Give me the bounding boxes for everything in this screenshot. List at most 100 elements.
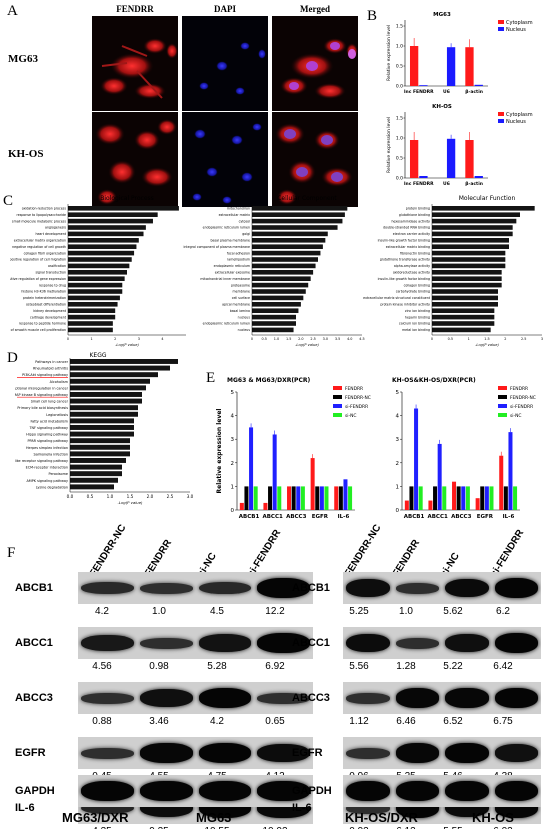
panel-c-term-label: response to drug <box>39 283 66 287</box>
panel-b-legend-swatch <box>498 20 504 24</box>
panel-c-xtick: 0.5 <box>448 337 453 341</box>
panel-c-bar <box>68 327 113 333</box>
panel-c-term-label: positive regulation of cell migration <box>10 258 66 262</box>
panel-d-term-label: AMPK signaling pathway <box>26 479 68 483</box>
column-label-fendrr: FENDRR <box>116 4 154 14</box>
blot-band <box>494 633 538 653</box>
panel-c-term-label: cytosol <box>239 219 250 223</box>
panel-c-title: Biological Process <box>100 195 154 202</box>
blot-band <box>139 637 193 649</box>
panel-d-xtick: 1.5 <box>127 494 134 499</box>
blot-band <box>395 582 439 594</box>
panel-b-ytick: 1.5 <box>396 24 403 30</box>
panel-e-bar <box>489 486 494 510</box>
panel-d-bar <box>70 411 138 417</box>
blot-band <box>346 692 390 704</box>
panel-e-bar <box>409 486 414 510</box>
panel-e-bar <box>244 486 249 510</box>
panel-c-term-label: protein binding <box>406 207 430 211</box>
panel-b-legend-label: Nucleus <box>506 27 526 33</box>
panel-letter-d: D <box>7 350 18 366</box>
panel-e-ytick: 3 <box>231 437 235 443</box>
panel-c-bar <box>432 308 495 314</box>
panel-c-term-label: positive regulation of gene expression <box>10 277 66 281</box>
panel-e-bar <box>287 486 292 510</box>
panel-e-ytick: 4 <box>396 414 400 420</box>
panel-c-xtick: 3 <box>138 337 140 341</box>
panel-c-bar <box>252 282 309 288</box>
panel-c-term-label: alpha-amylase activity <box>394 264 430 268</box>
panel-e-bar <box>291 486 296 510</box>
micrograph-mg63-fendrr <box>92 16 178 111</box>
panel-c-term-label: extracellular matrix organization <box>14 239 66 243</box>
panel-c-bar <box>432 314 495 320</box>
micrograph-khos-merged <box>272 112 358 207</box>
panel-c-xtick: 3.0 <box>323 337 328 341</box>
panel-c-bar <box>432 276 502 282</box>
panel-e-bar <box>300 486 305 510</box>
panel-c-term-label: apical membrane <box>222 303 250 307</box>
panel-d-xtick: 3.0 <box>187 494 194 499</box>
blot-band <box>494 688 538 708</box>
blot-band <box>346 633 390 653</box>
panel-c-xtick: 4 <box>161 337 163 341</box>
blot-footer-left: MG63 <box>196 810 232 825</box>
panel-c-xtick: 2.5 <box>310 337 315 341</box>
blot-value-right: 6.02 <box>483 826 523 829</box>
blot-value-right: 1.0 <box>399 606 413 617</box>
panel-e-xtick: EGFR <box>312 514 329 520</box>
panel-c-xtick: 1.0 <box>274 337 279 341</box>
panel-c-term-label: collagen binding <box>404 283 430 287</box>
panel-e-bar <box>480 486 485 510</box>
panel-c-bar <box>432 257 506 262</box>
panel-b-ytick: 0.0 <box>396 84 403 90</box>
panel-d-term-label: PI3K-Akt signaling pathway <box>22 373 68 377</box>
blot-value-right: 6.2 <box>496 606 510 617</box>
blot-row-label-left: GAPDH <box>15 785 55 797</box>
panel-c-term-label: glutathione transferase activity <box>380 258 430 262</box>
panel-e-legend-label: si-NC <box>345 413 356 419</box>
panel-b-ytick: 1.0 <box>396 136 403 142</box>
panel-c-bar <box>252 289 306 294</box>
panel-e-bar <box>348 486 353 510</box>
panel-c-go-charts: Biological Process oxidation-reduction pr… <box>10 195 543 347</box>
panel-c-bar <box>68 257 132 262</box>
panel-d-term-label: Rheumatoid arthritis <box>33 367 68 371</box>
blot-value-right: 1.28 <box>396 661 416 672</box>
panel-c-bar <box>252 321 296 326</box>
panel-c-term-label: mitochondrion <box>227 207 250 211</box>
panel-d-xtick: 2.5 <box>167 494 174 499</box>
panel-c-bar <box>252 308 299 314</box>
panel-c-xtick: 4.0 <box>347 337 352 341</box>
blot-strip-right <box>343 627 541 659</box>
panel-b-ytick: 0.5 <box>396 156 403 162</box>
panel-c-bar <box>252 276 311 282</box>
panel-c-term-label: lamellipodium <box>227 258 250 262</box>
blot-row-label-left: ABCB1 <box>15 582 53 594</box>
panel-c-bar <box>68 308 116 314</box>
blot-band <box>346 802 390 814</box>
panel-d-title: KEGG <box>89 352 106 359</box>
panel-b-legend-swatch <box>498 112 504 116</box>
panel-c-bar <box>252 314 296 320</box>
blot-value-left: 10.02 <box>255 826 295 829</box>
panel-b-title: KH-OS <box>432 104 452 110</box>
panel-e-ytick: 4 <box>231 414 235 420</box>
blot-value-right: 1.12 <box>349 716 369 727</box>
panel-c-bar <box>432 263 506 269</box>
panel-c-xtick: 3 <box>541 337 543 341</box>
panel-d-bar <box>70 425 134 430</box>
panel-b-legend-swatch <box>498 119 504 123</box>
panel-letter-a: A <box>7 3 18 19</box>
panel-b-bar-cytoplasm <box>409 46 419 86</box>
blot-band <box>139 689 193 707</box>
panel-c-term-label: zinc ion binding <box>405 309 430 313</box>
panel-d-term-label: Transcriptional misregulation in cancer <box>15 386 69 390</box>
blot-row-label-right: ABCC3 <box>292 692 330 704</box>
panel-c-term-label: carbohydrate binding <box>396 290 430 294</box>
panel-c-xtick: 4.5 <box>359 337 364 341</box>
panel-e-legend-label: si-FENDRR <box>345 404 368 410</box>
blot-strip-right <box>343 572 541 604</box>
panel-d-bar <box>70 471 122 477</box>
blot-band <box>257 578 310 598</box>
